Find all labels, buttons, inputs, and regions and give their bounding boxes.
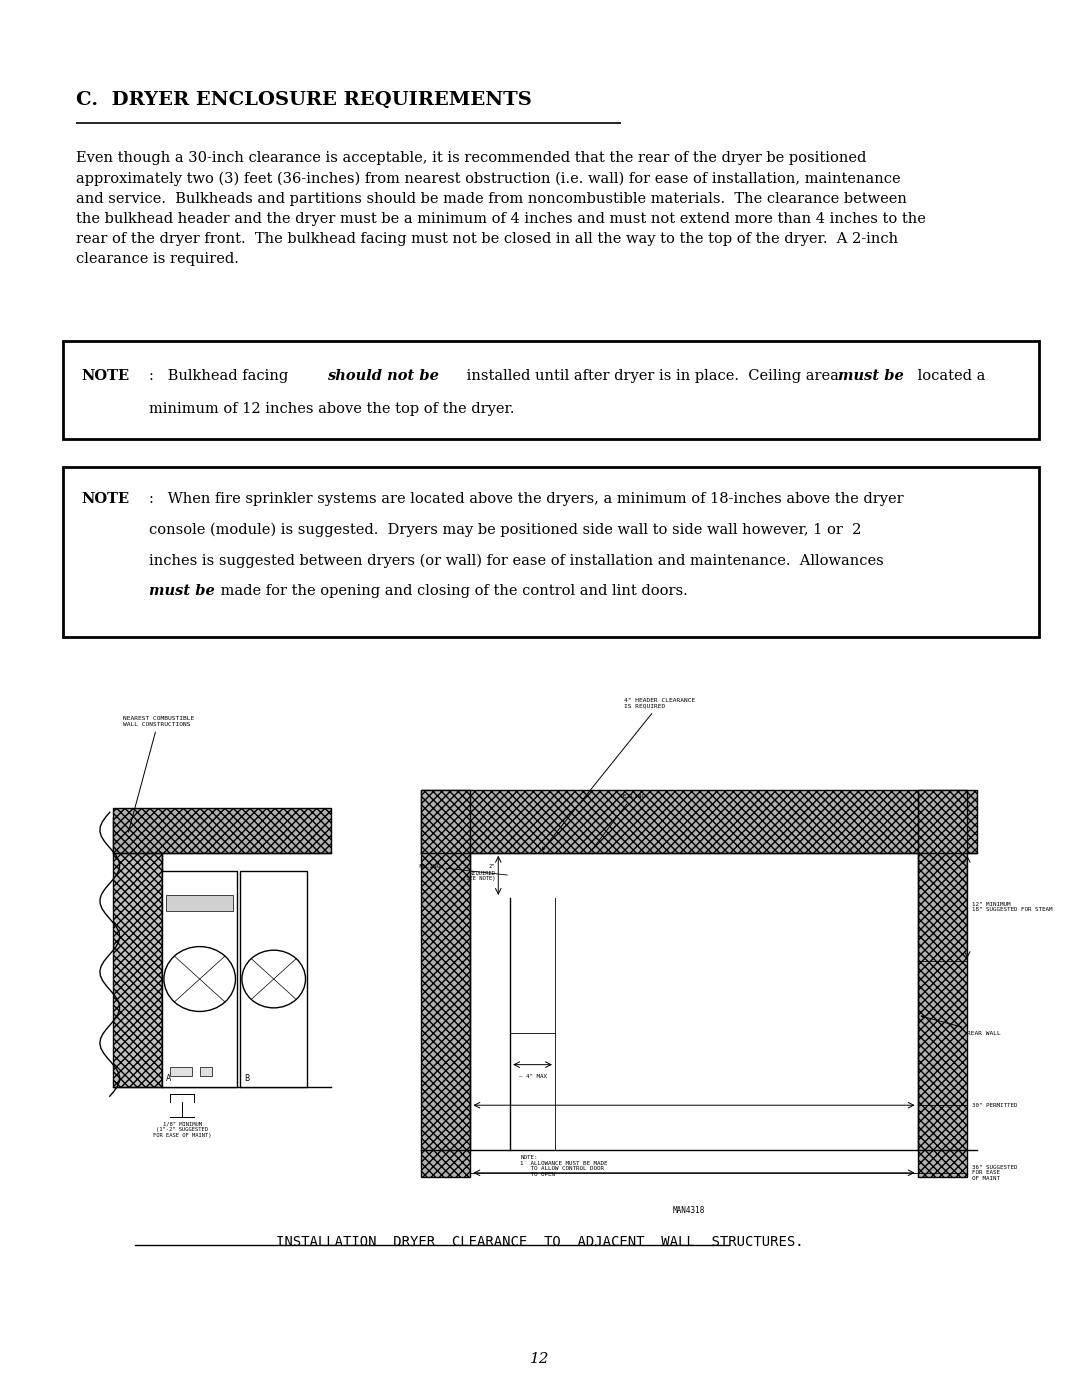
- Text: NOTE: NOTE: [81, 492, 130, 506]
- Text: CEILING: CEILING: [592, 793, 646, 851]
- Text: INSTALLATION  DRYER  CLEARANCE  TO  ADJACENT  WALL  STRUCTURES.: INSTALLATION DRYER CLEARANCE TO ADJACENT…: [276, 1235, 804, 1249]
- Text: MAN4318: MAN4318: [673, 1206, 705, 1215]
- Text: A: A: [166, 1074, 172, 1083]
- Text: must be: must be: [838, 369, 904, 383]
- Text: 30" PERMITTED: 30" PERMITTED: [972, 1102, 1017, 1108]
- Text: NOTE:
1  ALLOWANCE MUST BE MADE
   TO ALLOW CONTROL DOOR
   TO OPEN: NOTE: 1 ALLOWANCE MUST BE MADE TO ALLOW …: [521, 1155, 608, 1178]
- Bar: [112, 807, 332, 852]
- Text: :   Bulkhead facing: : Bulkhead facing: [149, 369, 293, 383]
- Bar: [162, 870, 237, 1087]
- Text: 2"
REQUIRED
(SEE NOTE): 2" REQUIRED (SEE NOTE): [463, 865, 496, 882]
- Text: 1/8" MINIMUM
(1"-2" SUGGESTED
FOR EASE OF MAINT): 1/8" MINIMUM (1"-2" SUGGESTED FOR EASE O…: [153, 1122, 212, 1139]
- Text: — 4" MAX: — 4" MAX: [518, 1074, 546, 1078]
- Text: console (module) is suggested.  Dryers may be positioned side wall to side wall : console (module) is suggested. Dryers ma…: [149, 522, 862, 536]
- Text: NEAREST COMBUSTIBLE
WALL CONSTRUCTIONS: NEAREST COMBUSTIBLE WALL CONSTRUCTIONS: [123, 715, 194, 833]
- Text: REAR WALL: REAR WALL: [921, 1016, 1001, 1035]
- Text: :   When fire sprinkler systems are located above the dryers, a minimum of 18-in: : When fire sprinkler systems are locate…: [149, 492, 904, 506]
- Text: 36" SUGGESTED
FOR EASE
OF MAINT: 36" SUGGESTED FOR EASE OF MAINT: [972, 1165, 1017, 1180]
- Circle shape: [242, 950, 306, 1007]
- Bar: [171, 1067, 192, 1076]
- Text: must be: must be: [149, 584, 215, 598]
- Circle shape: [164, 947, 235, 1011]
- Bar: [421, 789, 977, 852]
- Text: minimum of 12 inches above the top of the dryer.: minimum of 12 inches above the top of th…: [149, 402, 514, 416]
- Bar: [421, 789, 471, 1178]
- Bar: [166, 895, 233, 911]
- Text: made for the opening and closing of the control and lint doors.: made for the opening and closing of the …: [216, 584, 688, 598]
- Bar: [240, 870, 308, 1087]
- Text: NOTE: NOTE: [81, 369, 130, 383]
- Text: inches is suggested between dryers (or wall) for ease of installation and mainte: inches is suggested between dryers (or w…: [149, 553, 883, 567]
- Bar: [112, 817, 162, 1087]
- Bar: [918, 789, 968, 1178]
- Text: installed until after dryer is in place.  Ceiling area: installed until after dryer is in place.…: [462, 369, 843, 383]
- Text: located a: located a: [913, 369, 985, 383]
- Text: C.  DRYER ENCLOSURE REQUIREMENTS: C. DRYER ENCLOSURE REQUIREMENTS: [76, 91, 531, 109]
- Text: FACING: FACING: [418, 863, 508, 875]
- Text: should not be: should not be: [327, 369, 440, 383]
- Text: 12" MINIMUM
18" SUGGESTED FOR STEAM: 12" MINIMUM 18" SUGGESTED FOR STEAM: [972, 901, 1053, 912]
- Text: 4" HEADER CLEARANCE
IS REQUIRED: 4" HEADER CLEARANCE IS REQUIRED: [542, 698, 696, 849]
- Text: B: B: [244, 1074, 249, 1083]
- FancyBboxPatch shape: [63, 341, 1039, 439]
- Bar: [200, 1067, 212, 1076]
- FancyBboxPatch shape: [63, 467, 1039, 637]
- Text: 12: 12: [530, 1352, 550, 1366]
- Text: Even though a 30-inch clearance is acceptable, it is recommended that the rear o: Even though a 30-inch clearance is accep…: [76, 151, 926, 265]
